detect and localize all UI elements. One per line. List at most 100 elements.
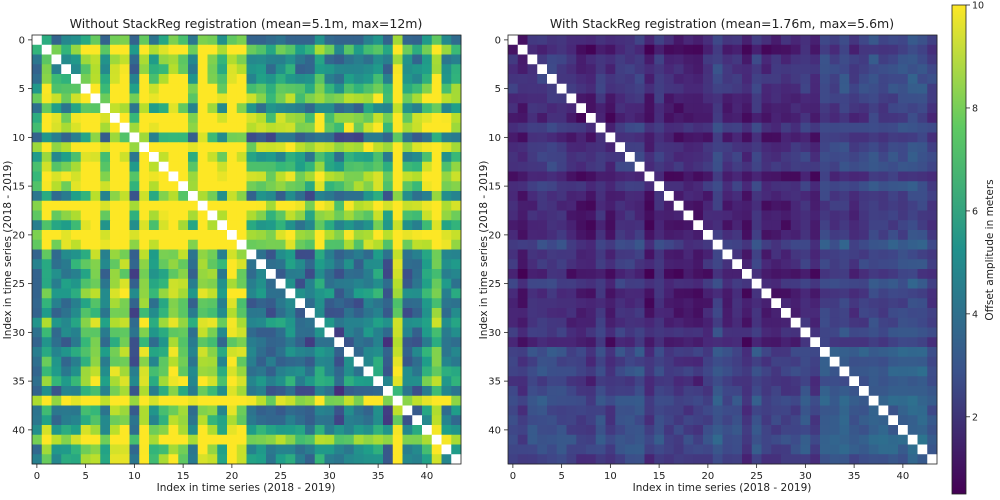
- heatmap-cell: [236, 44, 247, 55]
- heatmap-cell: [285, 347, 296, 358]
- heatmap-cell: [32, 298, 43, 309]
- heatmap-cell: [51, 152, 62, 163]
- heatmap-cell: [119, 259, 130, 270]
- heatmap-cell: [431, 415, 442, 426]
- heatmap-cell: [383, 444, 394, 455]
- heatmap-cell: [402, 386, 413, 397]
- heatmap-cell: [41, 366, 52, 377]
- heatmap-cell: [849, 278, 860, 289]
- heatmap-cell: [839, 337, 850, 348]
- heatmap-cell: [383, 35, 394, 46]
- heatmap-cell: [810, 35, 821, 46]
- heatmap-cell: [566, 161, 577, 172]
- heatmap-cell: [664, 171, 675, 182]
- heatmap-cell: [722, 44, 733, 55]
- heatmap-cell: [810, 269, 821, 280]
- heatmap-cell: [431, 376, 442, 387]
- heatmap-cell: [664, 356, 675, 367]
- heatmap-cell: [927, 35, 938, 46]
- heatmap-cell: [605, 161, 616, 172]
- heatmap-cell: [100, 376, 111, 387]
- heatmap-cell: [412, 366, 423, 377]
- heatmap-cell: [246, 230, 257, 241]
- heatmap-cell: [634, 54, 645, 65]
- heatmap-cell: [32, 454, 43, 465]
- heatmap-cell: [324, 434, 335, 445]
- heatmap-cell: [781, 415, 792, 426]
- heatmap-cell: [683, 54, 694, 65]
- heatmap-cell: [431, 210, 442, 221]
- heatmap-cell: [527, 249, 538, 260]
- heatmap-cell: [644, 103, 655, 114]
- heatmap-cell: [722, 230, 733, 241]
- heatmap-cell: [634, 278, 645, 289]
- heatmap-cell: [100, 113, 111, 124]
- heatmap-cell: [51, 249, 62, 260]
- heatmap-cell: [605, 425, 616, 436]
- heatmap-cell: [888, 327, 899, 338]
- x-tick-label: 30: [799, 471, 812, 482]
- heatmap-cell: [129, 74, 140, 85]
- heatmap-cell: [383, 230, 394, 241]
- heatmap-cell: [586, 35, 597, 46]
- heatmap-cell: [451, 269, 462, 280]
- heatmap-cell: [412, 376, 423, 387]
- heatmap-cell: [129, 434, 140, 445]
- heatmap-cell: [683, 366, 694, 377]
- heatmap-cell: [634, 376, 645, 387]
- heatmap-cell: [197, 191, 208, 202]
- heatmap-cell: [859, 171, 870, 182]
- heatmap-cell: [80, 269, 91, 280]
- heatmap-cell: [168, 83, 179, 94]
- heatmap-cell: [761, 132, 772, 143]
- heatmap-cell: [353, 298, 364, 309]
- heatmap-cell: [324, 83, 335, 94]
- heatmap-cell: [547, 259, 558, 270]
- heatmap-cell: [517, 93, 528, 104]
- heatmap-cell: [207, 239, 218, 250]
- heatmap-cell: [664, 161, 675, 172]
- heatmap-cell: [878, 434, 889, 445]
- heatmap-cell: [305, 376, 316, 387]
- heatmap-cell: [888, 317, 899, 328]
- heatmap-cell: [207, 288, 218, 299]
- heatmap-cell: [412, 171, 423, 182]
- heatmap-cell: [412, 356, 423, 367]
- heatmap-cell: [566, 434, 577, 445]
- heatmap-cell: [917, 64, 928, 75]
- heatmap-cell: [664, 113, 675, 124]
- heatmap-cell: [431, 327, 442, 338]
- heatmap-cell: [363, 425, 374, 436]
- heatmap-cell: [781, 386, 792, 397]
- heatmap-cell: [314, 181, 325, 192]
- heatmap-cell: [246, 171, 257, 182]
- heatmap-cell: [673, 161, 684, 172]
- heatmap-cell: [927, 327, 938, 338]
- heatmap-cell: [61, 113, 72, 124]
- heatmap-cell: [236, 298, 247, 309]
- heatmap-cell: [422, 269, 433, 280]
- heatmap-cell: [859, 347, 870, 358]
- heatmap-cell: [412, 288, 423, 299]
- heatmap-cell: [508, 239, 519, 250]
- heatmap-cell: [566, 386, 577, 397]
- heatmap-cell: [149, 171, 160, 182]
- heatmap-cell: [878, 444, 889, 455]
- heatmap-cell: [61, 239, 72, 250]
- heatmap-cell: [888, 454, 899, 465]
- heatmap-cell: [422, 103, 433, 114]
- heatmap-cell: [373, 191, 384, 202]
- heatmap-cell: [566, 220, 577, 231]
- heatmap-cell: [353, 181, 364, 192]
- heatmap-cell: [829, 347, 840, 358]
- heatmap-cell: [898, 337, 909, 348]
- heatmap-cell: [547, 386, 558, 397]
- heatmap-cell: [422, 239, 433, 250]
- heatmap-cell: [197, 152, 208, 163]
- heatmap-cell: [334, 376, 345, 387]
- heatmap-cell: [907, 356, 918, 367]
- heatmap-cell: [576, 347, 587, 358]
- heatmap-cell: [149, 376, 160, 387]
- heatmap-cell: [71, 327, 82, 338]
